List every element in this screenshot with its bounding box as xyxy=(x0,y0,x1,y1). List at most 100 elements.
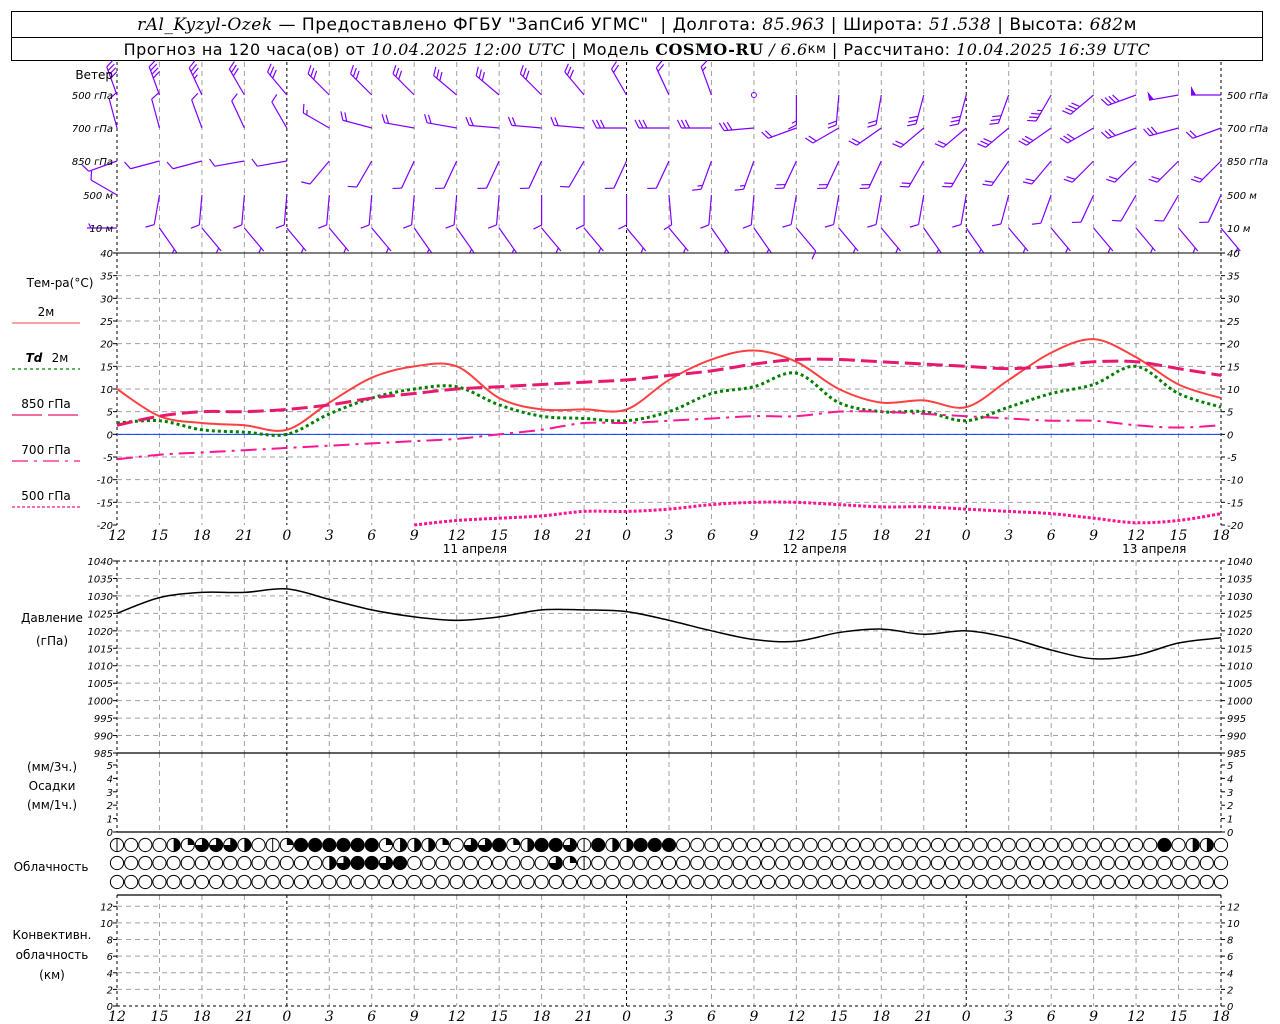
cloud-circle xyxy=(265,874,280,890)
cloud-fill xyxy=(351,838,365,852)
cloud-circle xyxy=(959,874,974,890)
barb-feather xyxy=(575,224,585,230)
barb-feather xyxy=(392,65,397,74)
wind-barb xyxy=(267,63,288,96)
barb-feather xyxy=(1021,138,1031,144)
x-tick-label: 21 xyxy=(234,528,253,544)
wind-barb xyxy=(201,227,222,253)
cloud-circle xyxy=(1015,874,1030,890)
cloud-symbol xyxy=(109,837,125,853)
cloud-circle xyxy=(1143,855,1158,871)
barb-staff xyxy=(90,179,118,196)
wind-barb xyxy=(423,113,457,129)
wind-barb xyxy=(880,227,902,253)
cloud-symbol xyxy=(293,874,309,890)
barb-staff xyxy=(519,73,543,96)
model-resolution-unit: км xyxy=(807,42,827,57)
barb-staff xyxy=(1135,227,1156,252)
barb-feather xyxy=(901,182,911,185)
y-tick-label-left: 2 xyxy=(107,985,113,996)
x-tick-label: 9 xyxy=(1089,1009,1098,1024)
cloud-fill xyxy=(195,838,209,852)
barb-staff xyxy=(835,94,840,125)
y-tick-label-left: 1005 xyxy=(88,679,113,690)
barb-feather xyxy=(427,114,432,124)
cloud-symbol xyxy=(1171,874,1186,890)
cloud-circle xyxy=(1199,874,1214,890)
cloud-circle xyxy=(1001,874,1016,890)
wind-barb xyxy=(208,158,245,167)
barb-staff xyxy=(626,227,647,252)
y-tick-label-left: 1015 xyxy=(88,644,113,655)
cloud-circle xyxy=(973,874,988,890)
cloud-circle xyxy=(1058,855,1073,871)
cloud-symbol xyxy=(1029,837,1045,853)
cloud-circle xyxy=(690,874,705,890)
cloud-symbol xyxy=(732,837,747,853)
y-tick-label-left: 6 xyxy=(107,952,113,963)
x-tick-label: 3 xyxy=(665,528,674,544)
cloud-symbol xyxy=(591,874,606,890)
wind-barb xyxy=(1093,227,1114,253)
barb-staff xyxy=(568,160,585,188)
barb-feather xyxy=(1150,126,1158,135)
cloud-symbol xyxy=(308,874,323,890)
cloud-symbol xyxy=(1072,855,1087,871)
cloud-symbol xyxy=(690,837,705,853)
barb-feather xyxy=(171,249,175,255)
cloud-fill xyxy=(223,838,237,852)
wind-barb xyxy=(575,195,585,230)
cloud-circle xyxy=(690,855,705,871)
cloud-circle xyxy=(1185,855,1200,871)
x-tick-label: 18 xyxy=(193,528,211,544)
cloud-symbol xyxy=(944,855,960,871)
cloud-circle xyxy=(704,855,719,871)
cloud-symbol xyxy=(874,837,889,853)
x-tick-label: 6 xyxy=(367,528,376,544)
y-tick-label-left: 1 xyxy=(107,815,113,826)
cloud-circle xyxy=(718,855,733,871)
barb-feather xyxy=(1062,110,1071,115)
cloud-circle xyxy=(520,855,535,871)
barb-staff xyxy=(148,66,161,96)
barb-staff xyxy=(564,71,585,96)
barb-feather xyxy=(1018,140,1027,146)
y-tick-label-right: 1025 xyxy=(1227,609,1252,620)
legend-td-label: Td xyxy=(26,351,43,365)
cloud-symbol xyxy=(407,837,422,853)
wind-barb xyxy=(533,195,543,230)
longitude-label: Долгота: xyxy=(672,14,763,35)
cloud-symbol xyxy=(1029,855,1045,871)
cloud-symbol xyxy=(987,837,1002,853)
cloud-circle xyxy=(1058,837,1073,853)
barb-feather xyxy=(151,92,159,100)
barb-staff xyxy=(990,160,1010,186)
cloud-symbol xyxy=(152,855,167,871)
cloud-symbol xyxy=(619,874,634,890)
barb-feather xyxy=(275,224,285,229)
wind-barb xyxy=(753,227,772,255)
cloud-circle xyxy=(1100,874,1115,890)
wind-barb xyxy=(550,116,585,129)
cloud-fill xyxy=(393,856,407,870)
cloud-fill xyxy=(648,838,662,852)
barb-feather xyxy=(81,164,90,172)
barb-feather xyxy=(1189,130,1197,138)
cloud-symbol xyxy=(576,855,592,871)
barb-feather xyxy=(360,224,370,229)
barb-staff xyxy=(1149,127,1179,137)
barb-feather xyxy=(726,121,733,131)
cloud-circle xyxy=(251,837,266,853)
header-row-station: rAl_Kyzyl-Ozek — Предоставлено ФГБУ "Зап… xyxy=(12,12,1262,38)
cloud-symbol xyxy=(591,855,606,871)
cloud-fill xyxy=(1192,838,1200,852)
cloud-circle xyxy=(1015,837,1030,853)
wind-barb xyxy=(148,59,161,96)
wind-barb xyxy=(1062,94,1095,115)
y-tick-label-left: 1035 xyxy=(88,574,113,585)
x-tick-label: 15 xyxy=(490,1009,508,1024)
cloud-circle xyxy=(562,874,578,890)
cloud-circle xyxy=(944,874,960,890)
barb-feather xyxy=(272,69,277,79)
barb-feather xyxy=(989,122,999,125)
